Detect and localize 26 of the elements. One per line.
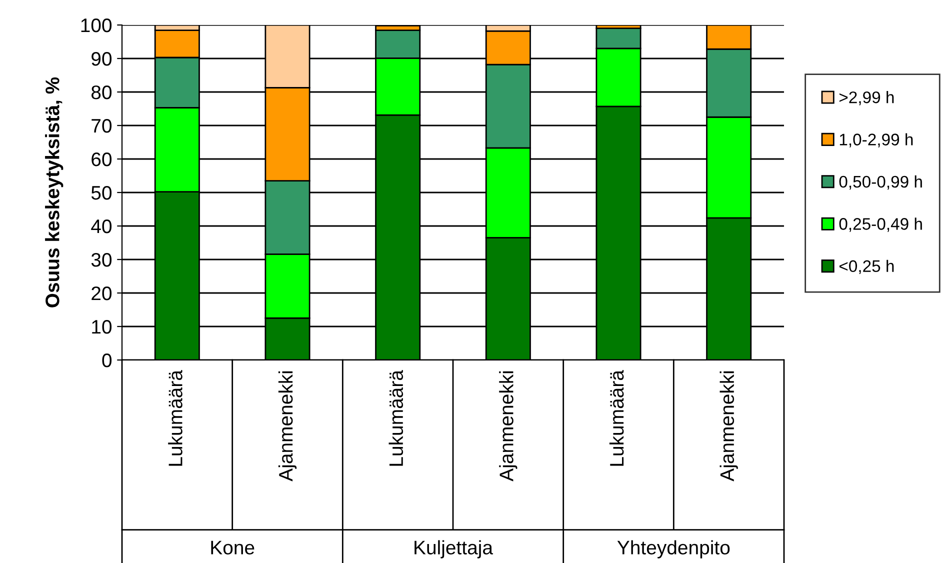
legend-label: 1,0-2,99 h bbox=[840, 133, 913, 148]
x-tick-label: Ajanmenekki bbox=[499, 371, 518, 482]
y-tick-label: 70 bbox=[92, 118, 112, 133]
y-axis-title: Osuus keskeytyksistä, % bbox=[45, 77, 64, 308]
x-tick-label: Lukumäärä bbox=[609, 370, 624, 466]
legend-label: 0,50-0,99 h bbox=[839, 175, 922, 190]
x-tick-label: Lukumäärä bbox=[388, 370, 404, 466]
y-tick-label: 10 bbox=[92, 320, 112, 334]
x-tick-label: Lukumäärä bbox=[168, 370, 182, 466]
x-tick-label: Ajanmenekki bbox=[278, 371, 297, 482]
text: Kuljettaja bbox=[414, 540, 493, 558]
y-tick-label: 40 bbox=[91, 219, 112, 234]
y-tick-label: 50 bbox=[91, 186, 112, 200]
y-tick-label: 80 bbox=[91, 85, 112, 100]
legend-label: <0,25 h bbox=[839, 260, 894, 274]
legend-label: >2,99 h bbox=[839, 91, 894, 106]
x-tick-label: Ajanmenekki bbox=[720, 371, 738, 482]
text: Kone bbox=[211, 540, 254, 554]
y-tick-label: 30 bbox=[91, 252, 112, 267]
y-tick-label: 60 bbox=[92, 152, 112, 166]
y-tick-label: 0 bbox=[102, 353, 112, 368]
legend-label: 0,25-0,49 h bbox=[839, 218, 922, 232]
y-tick-label: 90 bbox=[92, 52, 112, 66]
y-tick-label: 20 bbox=[92, 286, 112, 300]
text: Yhteydenpito bbox=[617, 540, 730, 558]
y-tick-label: 100 bbox=[81, 18, 112, 32]
